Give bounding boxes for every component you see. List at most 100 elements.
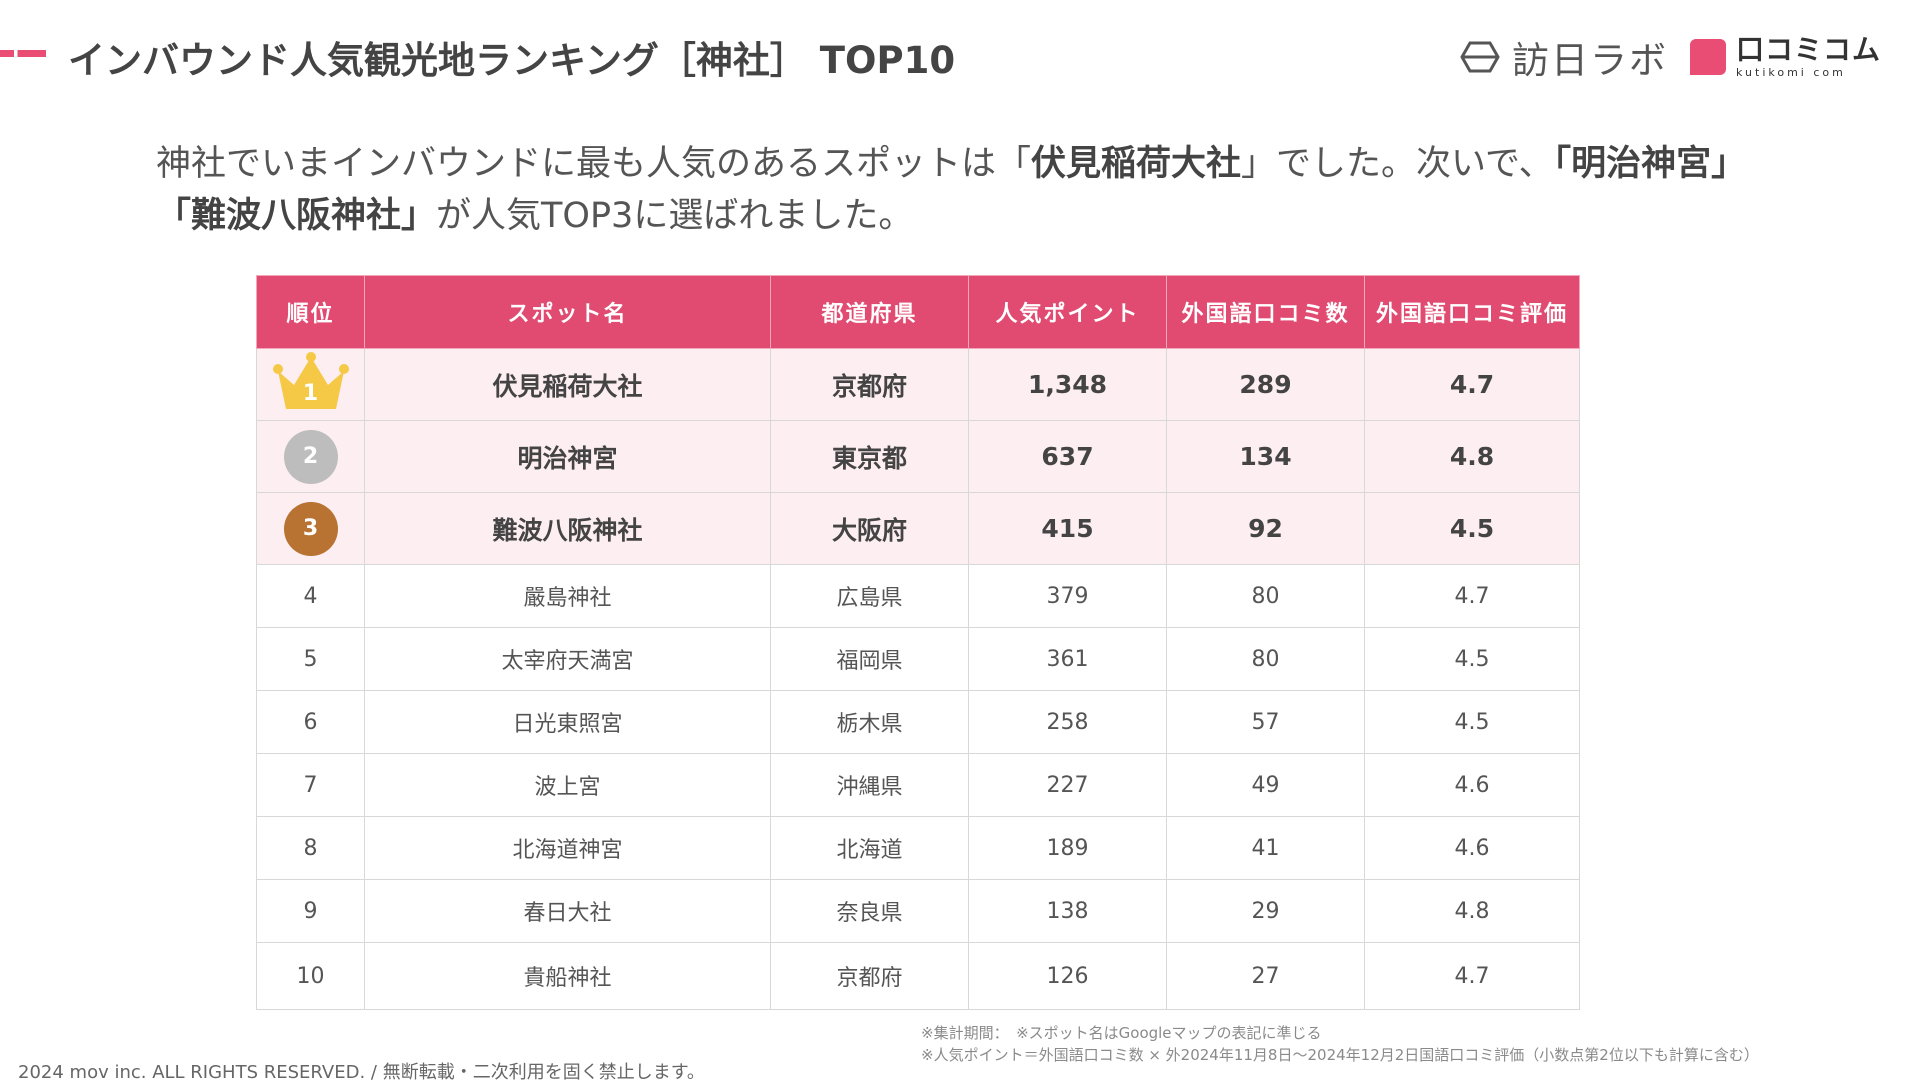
rank-cell: 9 xyxy=(256,879,365,943)
prefecture-cell: 大阪府 xyxy=(770,492,969,565)
points-cell: 361 xyxy=(968,627,1167,691)
page-title: インバウンド人気観光地ランキング［神社］ TOP10 xyxy=(68,39,956,82)
points-cell: 637 xyxy=(968,420,1167,493)
footnote-line: ※集計期間： ※スポット名はGoogleマップの表記に準じる xyxy=(921,1024,1322,1042)
kuchikomi-com-subtext: kutikomi com xyxy=(1736,66,1846,79)
header-rank: 順位 xyxy=(256,275,365,349)
points-cell: 138 xyxy=(968,879,1167,943)
spot-name-cell: 波上宮 xyxy=(364,753,771,817)
review-rating-cell: 4.6 xyxy=(1364,753,1580,817)
prefecture-cell: 栃木県 xyxy=(770,690,969,754)
rank-number: 1 xyxy=(302,380,319,406)
intro-part: 神社でいまインバウンドに最も人気のあるスポットは「 xyxy=(156,144,1032,184)
rank-cell: 6 xyxy=(256,690,365,754)
review-rating-cell: 4.8 xyxy=(1364,879,1580,943)
table-row: 1 伏見稲荷大社 京都府 1,348 289 4.7 xyxy=(256,348,1580,421)
review-count-cell: 80 xyxy=(1166,627,1365,691)
header-review-count: 外国語口コミ数 xyxy=(1166,275,1365,349)
spot-name-cell: 太宰府天満宮 xyxy=(364,627,771,691)
review-count-cell: 41 xyxy=(1166,816,1365,880)
table-row: 5 太宰府天満宮 福岡県 361 80 4.5 xyxy=(256,627,1580,691)
rank-cell: 3 xyxy=(256,492,365,565)
table-row: 3 難波八阪神社 大阪府 415 92 4.5 xyxy=(256,492,1580,565)
review-count-cell: 289 xyxy=(1166,348,1365,421)
intro-text: 神社でいまインバウンドに最も人気のあるスポットは「伏見稲荷大社」でした。次いで、… xyxy=(156,138,1776,242)
header-spot-name: スポット名 xyxy=(364,275,771,349)
header-prefecture: 都道府県 xyxy=(770,275,969,349)
table-row: 2 明治神宮 東京都 637 134 4.8 xyxy=(256,420,1580,493)
footnotes: ※集計期間： ※スポット名はGoogleマップの表記に準じる ※人気ポイント＝外… xyxy=(921,1022,1759,1066)
spot-name-cell: 北海道神宮 xyxy=(364,816,771,880)
review-rating-cell: 4.5 xyxy=(1364,492,1580,565)
copyright-notice: 2024 mov inc. ALL RIGHTS RESERVED. / 無断転… xyxy=(18,1062,705,1083)
table-row: 9 春日大社 奈良県 138 29 4.8 xyxy=(256,879,1580,943)
bronze-rank-badge: 3 xyxy=(283,501,338,556)
rank-cell: 4 xyxy=(256,564,365,628)
prefecture-cell: 福岡県 xyxy=(770,627,969,691)
header-popularity-points: 人気ポイント xyxy=(968,275,1167,349)
rank-cell: 7 xyxy=(256,753,365,817)
table-row: 6 日光東照宮 栃木県 258 57 4.5 xyxy=(256,690,1580,754)
review-count-cell: 29 xyxy=(1166,879,1365,943)
review-count-cell: 57 xyxy=(1166,690,1365,754)
spot-name-cell: 明治神宮 xyxy=(364,420,771,493)
prefecture-cell: 広島県 xyxy=(770,564,969,628)
review-count-cell: 27 xyxy=(1166,942,1365,1010)
prefecture-cell: 京都府 xyxy=(770,942,969,1010)
review-rating-cell: 4.7 xyxy=(1364,564,1580,628)
title-accent-bar xyxy=(0,50,46,57)
intro-highlight: 伏見稲荷大社 xyxy=(1031,144,1242,184)
houjin-lab-text: 訪日ラボ xyxy=(1512,39,1668,82)
points-cell: 189 xyxy=(968,816,1167,880)
review-count-cell: 80 xyxy=(1166,564,1365,628)
spot-name-cell: 伏見稲荷大社 xyxy=(364,348,771,421)
intro-part: 」でした。次いで、 xyxy=(1241,144,1554,184)
houjin-lab-icon xyxy=(1460,41,1500,73)
spot-name-cell: 春日大社 xyxy=(364,879,771,943)
footnote-line: ※人気ポイント＝外国語口コミ数 × 外2024年11月8日〜2024年12月2日… xyxy=(921,1046,1759,1064)
points-cell: 126 xyxy=(968,942,1167,1010)
rank-cell: 8 xyxy=(256,816,365,880)
points-cell: 1,348 xyxy=(968,348,1167,421)
review-count-cell: 92 xyxy=(1166,492,1365,565)
prefecture-cell: 沖縄県 xyxy=(770,753,969,817)
spot-name-cell: 日光東照宮 xyxy=(364,690,771,754)
review-rating-cell: 4.7 xyxy=(1364,942,1580,1010)
prefecture-cell: 東京都 xyxy=(770,420,969,493)
points-cell: 379 xyxy=(968,564,1167,628)
header-review-rating: 外国語口コミ評価 xyxy=(1364,275,1580,349)
table-row: 10 貴船神社 京都府 126 27 4.7 xyxy=(256,942,1580,1010)
spot-name-cell: 難波八阪神社 xyxy=(364,492,771,565)
kuchikomi-com-text: 口コミコム xyxy=(1736,33,1882,66)
prefecture-cell: 京都府 xyxy=(770,348,969,421)
spot-name-cell: 貴船神社 xyxy=(364,942,771,1010)
crown-icon: 1 xyxy=(272,351,350,413)
table-row: 7 波上宮 沖縄県 227 49 4.6 xyxy=(256,753,1580,817)
spot-name-cell: 嚴島神社 xyxy=(364,564,771,628)
review-rating-cell: 4.5 xyxy=(1364,690,1580,754)
rank-cell: 1 xyxy=(256,348,365,421)
review-count-cell: 49 xyxy=(1166,753,1365,817)
rank-cell: 5 xyxy=(256,627,365,691)
logo-area: 訪日ラボ 口コミコム kutikomi com xyxy=(1460,30,1881,84)
houjin-lab-logo: 訪日ラボ xyxy=(1460,30,1668,84)
ranking-table: 順位 スポット名 都道府県 人気ポイント 外国語口コミ数 外国語口コミ評価 1 xyxy=(256,275,1580,1010)
table-header-row: 順位 スポット名 都道府県 人気ポイント 外国語口コミ数 外国語口コミ評価 xyxy=(256,275,1580,349)
review-rating-cell: 4.5 xyxy=(1364,627,1580,691)
table-row: 8 北海道神宮 北海道 189 41 4.6 xyxy=(256,816,1580,880)
silver-rank-badge: 2 xyxy=(283,429,338,484)
intro-highlight: 「明治神宮」「難波八阪神社」 xyxy=(156,144,1747,236)
review-rating-cell: 4.8 xyxy=(1364,420,1580,493)
rank-cell: 2 xyxy=(256,420,365,493)
prefecture-cell: 北海道 xyxy=(770,816,969,880)
points-cell: 258 xyxy=(968,690,1167,754)
kuchikomi-com-icon xyxy=(1690,39,1726,75)
prefecture-cell: 奈良県 xyxy=(770,879,969,943)
rank-cell: 10 xyxy=(256,942,365,1010)
table-row: 4 嚴島神社 広島県 379 80 4.7 xyxy=(256,564,1580,628)
review-rating-cell: 4.6 xyxy=(1364,816,1580,880)
intro-part: が人気TOP3に選ばれました。 xyxy=(436,196,914,236)
points-cell: 415 xyxy=(968,492,1167,565)
kuchikomi-com-logo: 口コミコム kutikomi com xyxy=(1690,36,1881,78)
review-count-cell: 134 xyxy=(1166,420,1365,493)
